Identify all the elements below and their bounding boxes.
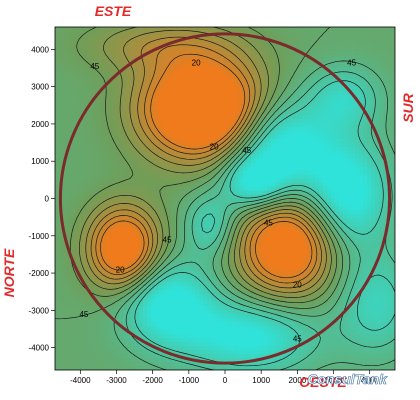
- contour-value-label: 20: [293, 280, 302, 289]
- contour-line-8: [95, 44, 318, 284]
- y-tick-label: 3000: [31, 83, 49, 92]
- contour-line-6: [85, 29, 327, 294]
- contour-labels: 20 45 45 20 45 45 45 20 20 45 45: [79, 58, 356, 343]
- y-tick-label: -3000: [29, 306, 50, 315]
- direction-label-top: ESTE: [95, 3, 132, 19]
- brand-name: ConsulTank: [307, 371, 388, 387]
- y-tick-label: -2000: [29, 269, 50, 278]
- x-tick-label: -3000: [106, 376, 127, 385]
- x-tick-label: 4000: [361, 376, 379, 385]
- x-tick-label: 0: [223, 376, 228, 385]
- heatmap-surface: [55, 27, 395, 370]
- y-tick-label: -1000: [29, 232, 50, 241]
- y-tick-label: -4000: [29, 344, 50, 353]
- contour-line-9: [100, 53, 313, 279]
- contour-value-label: 45: [242, 146, 251, 155]
- direction-label-left: NORTE: [1, 248, 17, 297]
- x-tick-label: -1000: [179, 376, 200, 385]
- contour-value-label: 45: [293, 334, 302, 343]
- x-tick-label: -2000: [142, 376, 163, 385]
- x-tick-label: 1000: [252, 376, 270, 385]
- x-tick-label: 3000: [325, 376, 343, 385]
- y-tick-label: 1000: [31, 157, 49, 166]
- y-tick-label: 0: [45, 195, 50, 204]
- direction-label-right: SUR: [400, 92, 416, 122]
- contour-line-2: [113, 60, 395, 370]
- direction-label-bottom: OESTE: [299, 374, 347, 390]
- contour-line-3: [55, 27, 344, 320]
- x-tick-label: 2000: [288, 376, 306, 385]
- tank-rim-circle: [58, 32, 392, 365]
- y-tick-label: 4000: [31, 45, 49, 54]
- contour-value-label: 20: [210, 142, 219, 151]
- contour-value-label: 45: [163, 236, 172, 245]
- contour-value-label: 45: [90, 62, 99, 71]
- contour-line-0: [134, 80, 395, 367]
- consultank-logo: ConsulTank MANAGEMENT & INSPECTION: [307, 371, 392, 397]
- brand-tagline: MANAGEMENT & INSPECTION: [308, 391, 392, 397]
- contour-value-label: 20: [192, 58, 201, 67]
- y-axis: -4000 -3000 -2000 -1000 0 1000 2000 3000 4000: [29, 45, 55, 353]
- x-tick-label: -4000: [70, 376, 91, 385]
- contour-value-label: 45: [79, 310, 88, 319]
- contour-value-label: 45: [264, 219, 273, 228]
- x-axis: -4000 -3000 -2000 -1000 0 1000 2000 3000 4000: [70, 370, 379, 385]
- contour-line-7: [90, 36, 322, 289]
- contour-line-5: [79, 27, 332, 298]
- contour-value-label: 45: [347, 58, 356, 67]
- contour-value-label: 20: [116, 265, 125, 274]
- contour-lines: [55, 27, 395, 370]
- y-tick-label: 2000: [31, 120, 49, 129]
